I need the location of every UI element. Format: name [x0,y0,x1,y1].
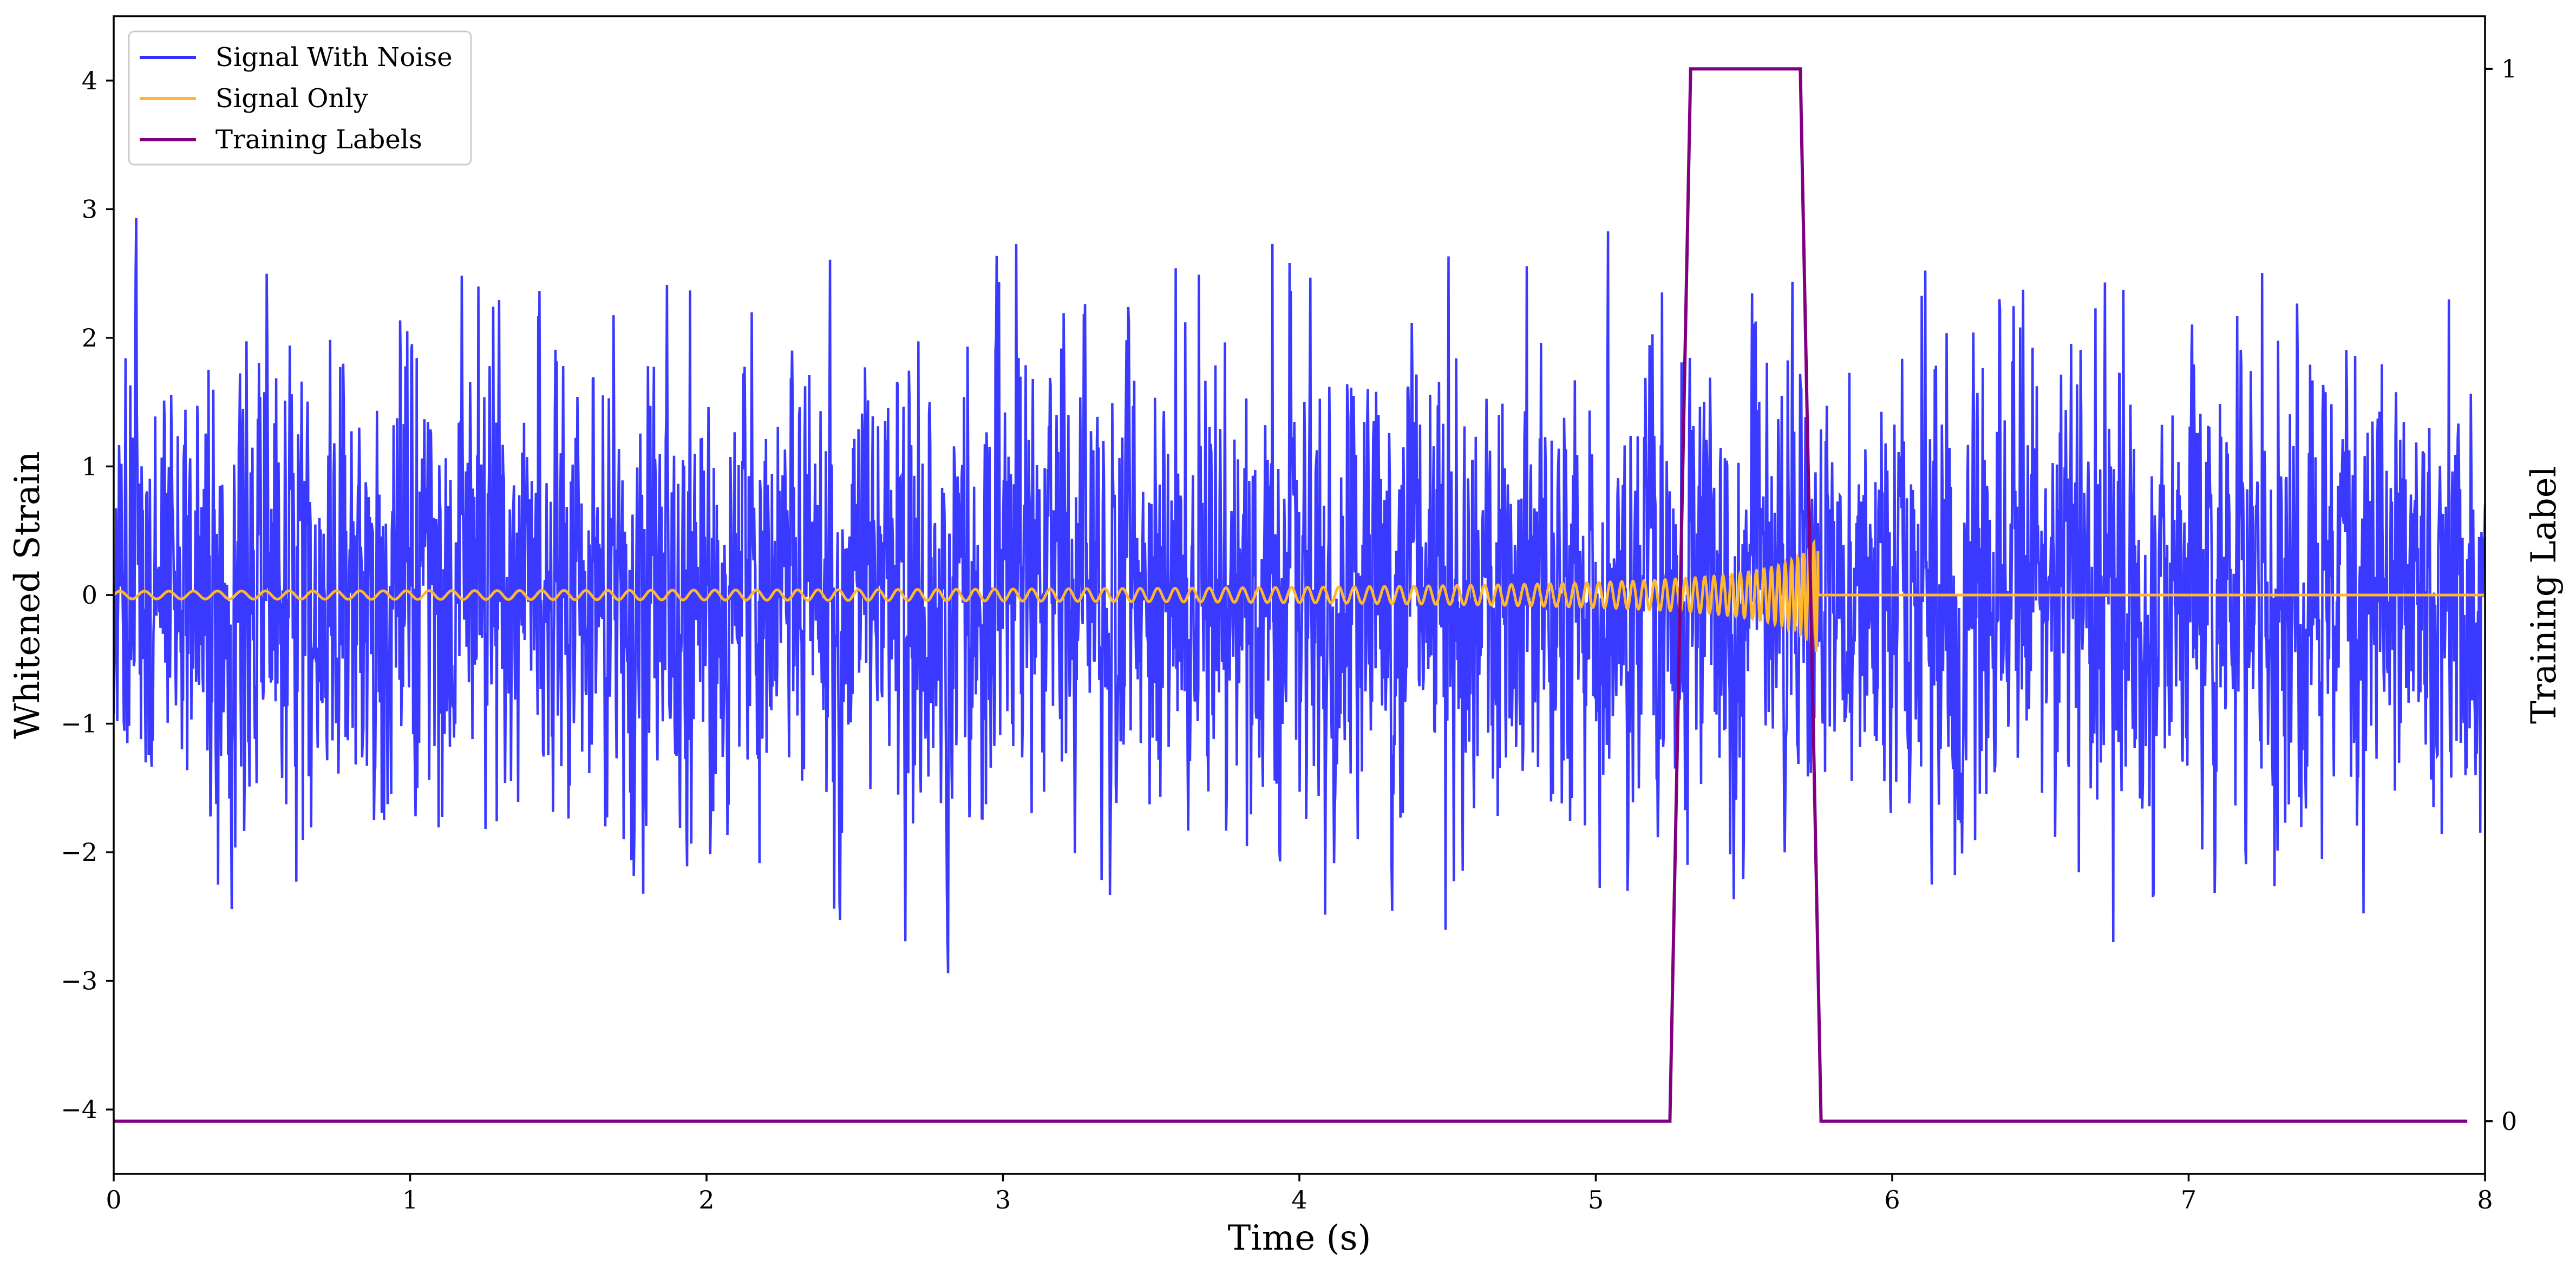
x-axis-label: Time (s) [1228,1218,1371,1258]
legend-label-signal-only: Signal Only [215,83,368,114]
y2-axis-ticks: 01 [2485,54,2517,1136]
x-tick-label: 3 [995,1185,1011,1214]
y-tick-label: 0 [82,580,97,610]
legend-label-signal-with-noise: Signal With Noise [215,42,453,73]
x-tick-label: 4 [1291,1185,1307,1214]
legend: Signal With Noise Signal Only Training L… [128,30,472,166]
y-tick-label: −2 [61,838,97,867]
y-tick-label: 4 [82,66,97,95]
legend-label-training-labels: Training Labels [215,125,422,155]
x-tick-label: 0 [106,1185,121,1214]
y2-axis-label: Training Label [2524,466,2564,724]
x-tick-label: 7 [2181,1185,2196,1214]
y-tick-label: −3 [61,966,97,996]
x-tick-label: 1 [402,1185,418,1214]
x-axis-ticks: 0 1 2 3 4 5 6 7 8 [106,1174,2493,1214]
series-line-signal-only [114,538,2485,652]
x-tick-label: 2 [698,1185,714,1214]
series-line-signal-with-noise [114,218,2485,974]
y-tick-label: −1 [61,709,97,739]
y-tick-label: −4 [61,1095,97,1124]
series-layer [114,67,2485,1123]
y-tick-label: 2 [82,323,97,352]
x-tick-label: 8 [2477,1185,2493,1214]
y-axis-ticks: −4 −3 −2 −1 0 1 2 3 4 [61,66,114,1124]
y-tick-label: 3 [82,194,97,224]
series-line-training-labels [114,67,2468,1123]
x-tick-label: 5 [1588,1185,1604,1214]
x-tick-label: 6 [1884,1185,1900,1214]
y2-tick-label: 0 [2501,1107,2517,1136]
y-tick-label: 1 [82,452,97,481]
y-axis-label: Whitened Strain [8,451,48,739]
legend-box [128,30,472,166]
y2-tick-label: 1 [2501,54,2517,83]
